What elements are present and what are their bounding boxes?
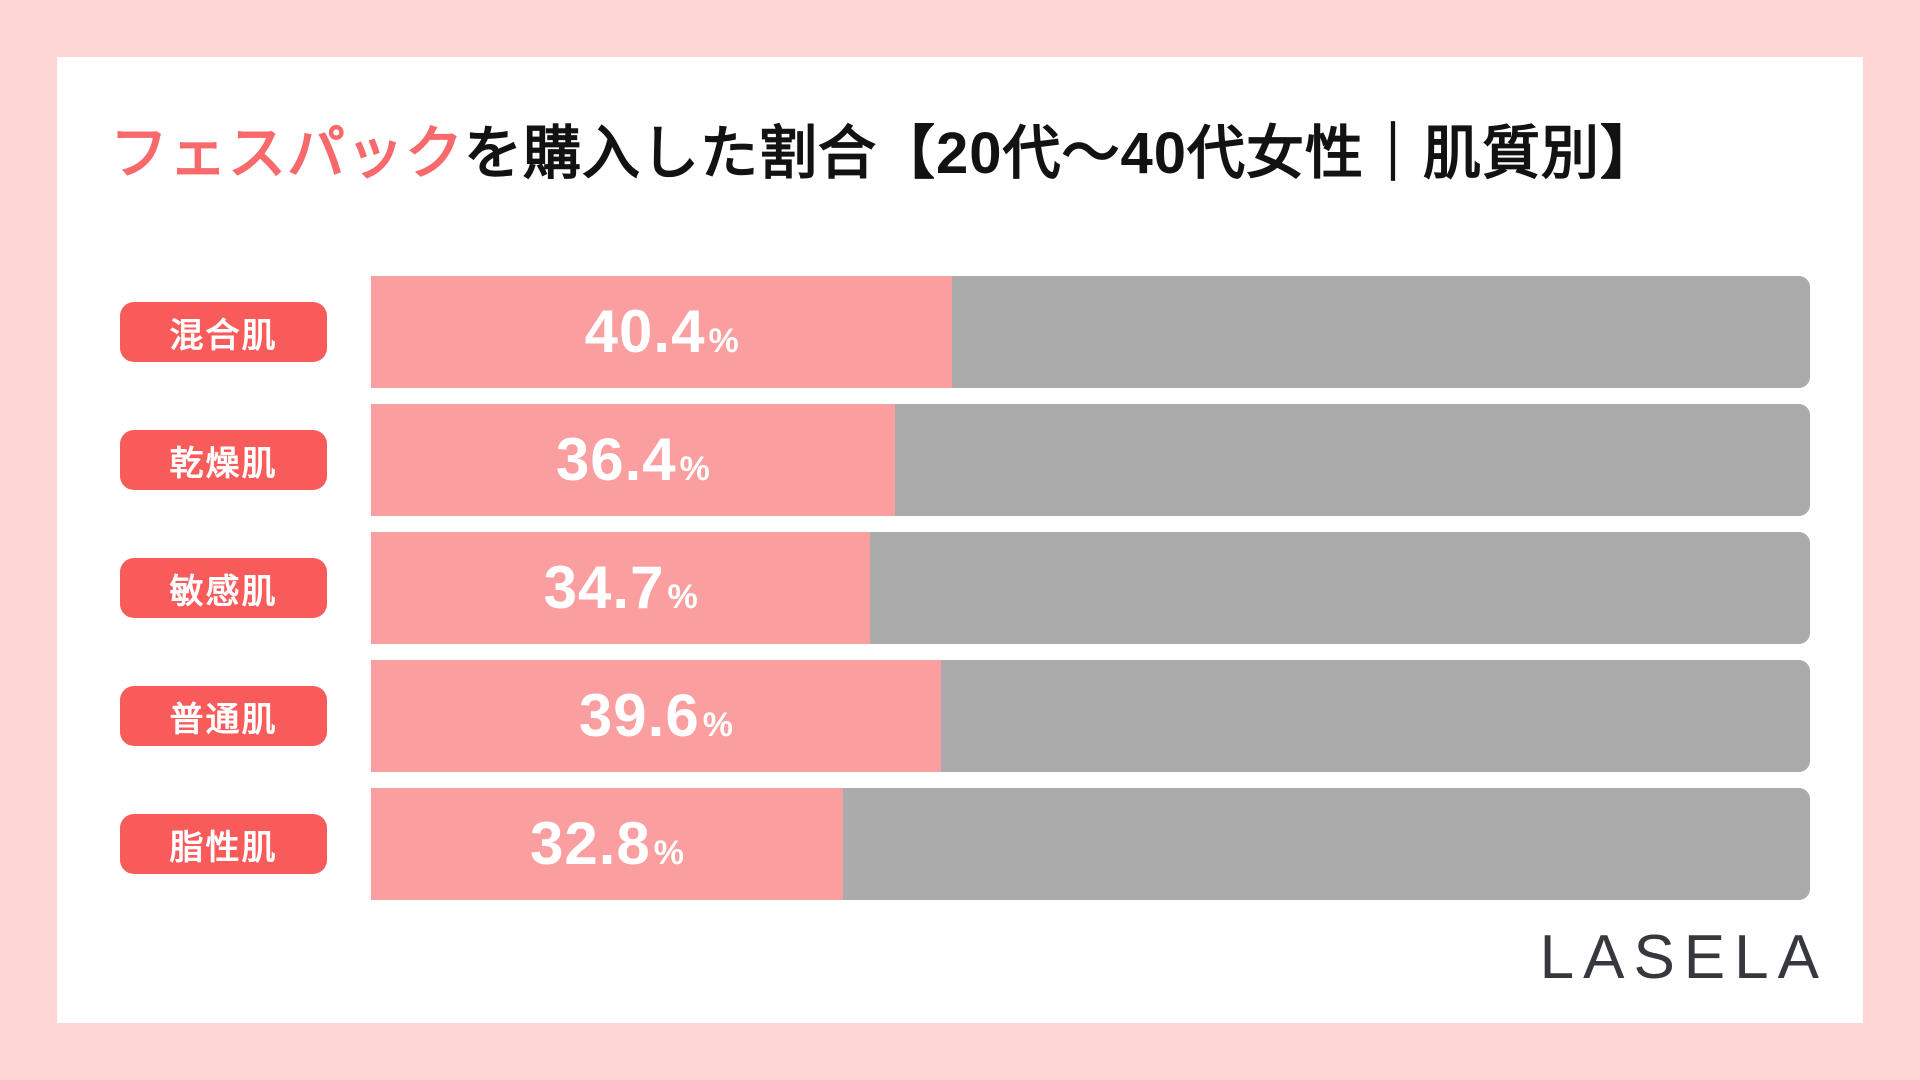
- bar-value-unit: %: [708, 322, 739, 360]
- chart-row: 混合肌 40.4%: [120, 276, 1810, 388]
- chart-title: フェスパックを購入した割合【20代〜40代女性｜肌質別】: [110, 121, 1659, 188]
- bar-value-unit: %: [702, 706, 733, 744]
- skin-type-label-pill: 混合肌: [120, 302, 327, 362]
- bar-value-number: 39.6: [578, 682, 700, 749]
- chart-row: 敏感肌 34.7%: [120, 532, 1810, 644]
- chart-card: フェスパックを購入した割合【20代〜40代女性｜肌質別】 混合肌 40.4% 乾…: [57, 57, 1863, 1023]
- bar-track: 32.8%: [371, 788, 1810, 900]
- chart-row: 脂性肌 32.8%: [120, 788, 1810, 900]
- skin-type-label-pill: 普通肌: [120, 686, 327, 746]
- bar-value-number: 36.4: [555, 426, 677, 493]
- skin-type-label-pill: 乾燥肌: [120, 430, 327, 490]
- chart-row: 乾燥肌 36.4%: [120, 404, 1810, 516]
- chart-row: 普通肌 39.6%: [120, 660, 1810, 772]
- bar-value-unit: %: [679, 450, 710, 488]
- bar-value-unit: %: [653, 834, 684, 872]
- bar-chart: 混合肌 40.4% 乾燥肌 36.4% 敏感肌 34.7% 普通肌 39.6%: [120, 276, 1810, 900]
- bar-value-number: 34.7: [543, 554, 665, 621]
- brand-logo: LASELA: [1539, 923, 1828, 992]
- bar-track: 36.4%: [371, 404, 1810, 516]
- bar-value-label: 36.4%: [556, 430, 710, 490]
- bar-value-label: 40.4%: [585, 302, 739, 362]
- skin-type-label-pill: 脂性肌: [120, 814, 327, 874]
- bar-fill: 32.8%: [371, 788, 843, 900]
- bar-value-label: 32.8%: [530, 814, 684, 874]
- bar-fill: 40.4%: [371, 276, 953, 388]
- bar-track: 40.4%: [371, 276, 1810, 388]
- bar-value-label: 34.7%: [544, 558, 698, 618]
- bar-fill: 39.6%: [371, 660, 941, 772]
- title-main-text: を購入した割合【20代〜40代女性｜肌質別】: [464, 121, 1660, 186]
- bar-fill: 36.4%: [371, 404, 895, 516]
- bar-track: 39.6%: [371, 660, 1810, 772]
- bar-value-label: 39.6%: [579, 686, 733, 746]
- bar-value-number: 40.4: [584, 298, 706, 365]
- bar-track: 34.7%: [371, 532, 1810, 644]
- title-accent-text: フェスパック: [110, 121, 465, 186]
- bar-value-unit: %: [667, 578, 698, 616]
- skin-type-label-pill: 敏感肌: [120, 558, 327, 618]
- bar-fill: 34.7%: [371, 532, 871, 644]
- bar-value-number: 32.8: [529, 810, 651, 877]
